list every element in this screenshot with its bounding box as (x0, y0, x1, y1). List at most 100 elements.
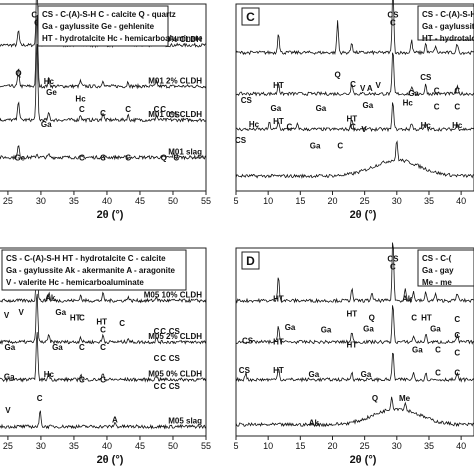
xrd-trace (0, 293, 207, 346)
x-tick-label: 35 (424, 196, 434, 206)
x-tick-label: 40 (102, 441, 112, 451)
phase-label: Hc (44, 370, 55, 379)
x-tick-label: 40 (456, 196, 466, 206)
phase-label: C (160, 354, 166, 363)
phase-label: CS (169, 111, 181, 120)
x-tick-label: 35 (69, 196, 79, 206)
phase-label: CS (169, 327, 181, 336)
series-label: M05 slag (168, 417, 202, 426)
phase-label: Q (372, 394, 378, 403)
phase-label: CS (387, 254, 399, 263)
phase-label: CS (235, 136, 247, 145)
legend-entry: Me - me (422, 278, 452, 287)
phase-label: HT (346, 340, 357, 349)
x-tick-label: 35 (69, 441, 79, 451)
plot-frame (235, 247, 474, 437)
phase-label: C (100, 375, 106, 384)
legend-entry: CS - C-(A)-S-H C - calcite Q - quartz (42, 10, 176, 19)
x-tick-label: 20 (327, 196, 337, 206)
phase-label: C (454, 86, 460, 95)
phase-label: Q (335, 70, 341, 79)
phase-label: Hc (403, 99, 414, 108)
x-axis-label: 2θ (°) (350, 454, 377, 466)
legend-entry: CS - C-( (422, 254, 452, 263)
legend-box (37, 5, 169, 47)
phase-label: HT (346, 115, 357, 124)
phase-label: Ga (412, 346, 423, 355)
legend-entry: Ga - gay (422, 266, 454, 275)
xrd-trace (235, 305, 474, 345)
phase-label: C (154, 382, 160, 391)
phase-label: HT (96, 318, 107, 327)
x-tick-label: 25 (360, 441, 370, 451)
legend-entry: CS - C-(A)-S-H (422, 10, 474, 19)
phase-label: Ga (361, 370, 372, 379)
phase-label: C (454, 315, 460, 324)
x-axis-label: 2θ (°) (97, 209, 124, 221)
series-label: M05 0% CLDH (148, 370, 202, 379)
phase-label: V (375, 81, 381, 90)
phase-label: Ga (321, 326, 332, 335)
phase-label: Q (369, 314, 375, 323)
phase-label: C (37, 394, 43, 403)
phase-label: C (154, 327, 160, 336)
series-label: M01 10% CLDH (144, 35, 202, 44)
x-tick-label: 10 (263, 196, 273, 206)
phase-label: CS (420, 73, 432, 82)
phase-label: C (350, 80, 356, 89)
phase-label: Me (399, 394, 411, 403)
phase-label: V (361, 125, 367, 134)
phase-label: C (100, 343, 106, 352)
phase-label: Ga (5, 343, 16, 352)
panel-1: 25 30 35 40 45 50 55 2θ (°) M01 10% CLDH M01 2% C… (0, 0, 211, 221)
phase-label: C (100, 153, 106, 162)
xrd-trace (235, 52, 474, 97)
phase-label: C (337, 141, 343, 150)
phase-label: C (435, 346, 441, 355)
phase-label: Ga (285, 323, 296, 332)
phase-label: Ga (52, 343, 63, 352)
phase-label: Ga (308, 370, 319, 379)
x-axis-label: 2θ (°) (350, 209, 377, 221)
phase-label: C (454, 348, 460, 357)
phase-label: Ak (402, 295, 413, 304)
phase-label: Q (15, 69, 21, 78)
phase-label: C (390, 262, 396, 271)
phase-label: C (79, 105, 85, 114)
series-label: M01 2% CLDH (148, 76, 202, 85)
phase-label: HT (273, 338, 284, 347)
phase-label: HT (273, 295, 284, 304)
legend-box (417, 249, 474, 287)
phase-label: CS (242, 336, 254, 345)
phase-label: C (390, 18, 396, 27)
phase-label: Ak (45, 293, 56, 302)
xrd-trace (235, 102, 474, 133)
x-tick-label: 40 (102, 196, 112, 206)
x-tick-label: 5 (233, 441, 238, 451)
x-tick-label: 30 (392, 196, 402, 206)
phase-label: V (4, 311, 10, 320)
x-tick-label: 35 (424, 441, 434, 451)
x-tick-label: 25 (360, 196, 370, 206)
series-label: M01 slag (168, 147, 202, 156)
phase-label: HT (70, 314, 81, 323)
phase-label: Ak (309, 418, 320, 427)
phase-label: C (79, 314, 85, 323)
x-tick-label: 30 (36, 441, 46, 451)
phase-label: Hc (44, 77, 55, 86)
phase-label: Hc (452, 121, 463, 130)
phase-label: C (100, 109, 106, 118)
phase-label: Ga (430, 324, 441, 333)
xrd-trace (0, 145, 207, 161)
phase-label: HT (273, 81, 284, 90)
plot-frame (235, 3, 474, 192)
phase-label: C (154, 354, 160, 363)
phase-label: Hc (249, 120, 260, 129)
phase-label: C (411, 314, 417, 323)
phase-label: Hc (421, 121, 432, 130)
x-tick-label: 30 (392, 441, 402, 451)
x-tick-label: 45 (135, 441, 145, 451)
x-tick-label: 55 (201, 441, 211, 451)
plot-frame (0, 3, 207, 192)
